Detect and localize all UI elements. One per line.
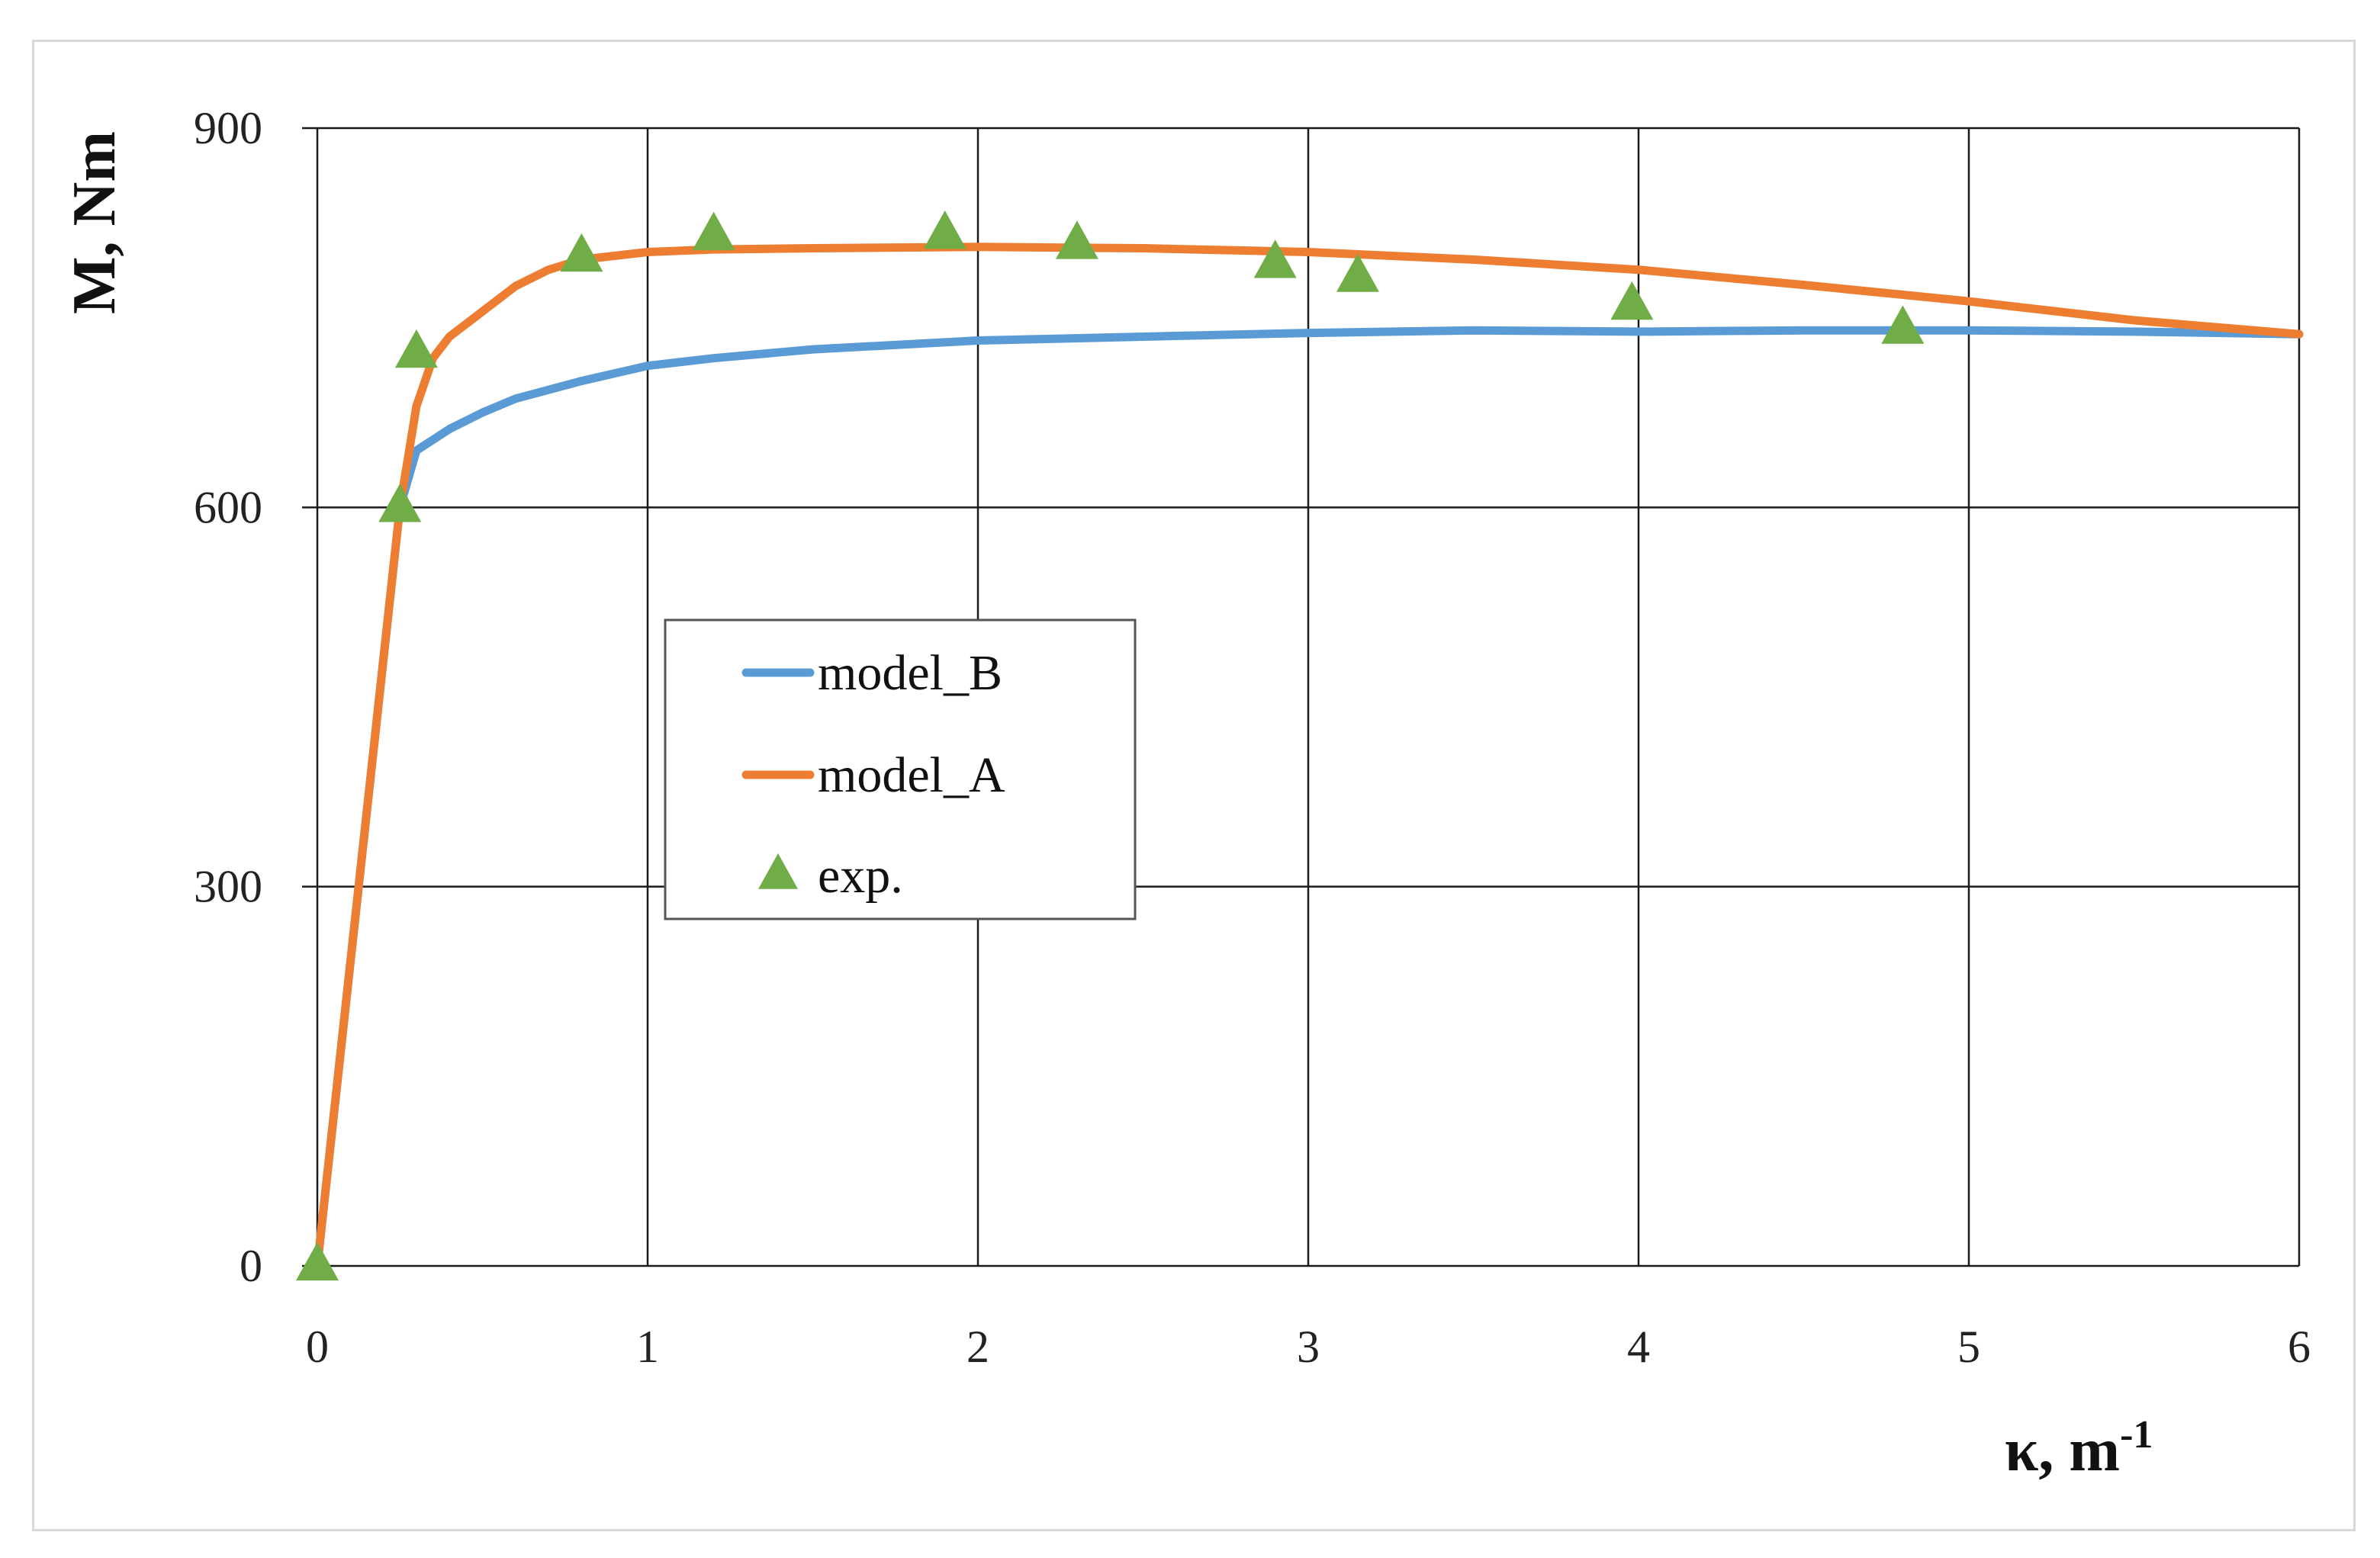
legend-swatch-exp [758,853,798,889]
series-markers [296,210,1925,1281]
exp-data-point [1610,281,1654,320]
y-tick-label: 600 [194,482,262,532]
x-tick-label: 6 [2288,1322,2311,1372]
exp-data-point [1055,220,1098,259]
exp-data-point [296,1242,339,1281]
tick-labels: 0 1 2 3 4 5 6 0 300 600 900 [194,103,2311,1372]
exp-data-point [378,483,422,522]
x-tick-label: 3 [1297,1322,1320,1372]
legend-label: exp. [818,848,903,904]
exp-data-point [692,211,735,251]
legend-label: model_A [818,747,1005,803]
y-tick-label: 900 [194,103,262,153]
x-tick-label: 1 [636,1322,659,1372]
exp-data-point [1881,305,1925,344]
exp-data-point [1253,239,1297,278]
x-tick-label: 0 [306,1322,329,1372]
grid-lines [302,127,2301,1267]
x-tick-label: 2 [966,1322,989,1372]
exp-data-point [560,233,603,272]
legend-label: model_B [818,645,1002,701]
exp-data-point [923,210,966,249]
legend: model_B model_A exp. [664,618,1137,920]
series-line-model-b [313,326,2304,1270]
x-tick-label: 4 [1627,1322,1650,1372]
y-tick-label: 0 [240,1241,262,1291]
x-axis-title-superscript: -1 [2120,1413,2153,1457]
exp-data-point [394,329,438,368]
exp-data-point [1336,253,1379,292]
y-tick-label: 300 [194,862,262,912]
y-axis-title: M, Nm [61,131,128,314]
x-tick-label: 5 [1957,1322,1980,1372]
x-axis-title-main: κ, m [2005,1417,2120,1484]
x-axis-title: κ, m-1 [2005,1413,2153,1484]
